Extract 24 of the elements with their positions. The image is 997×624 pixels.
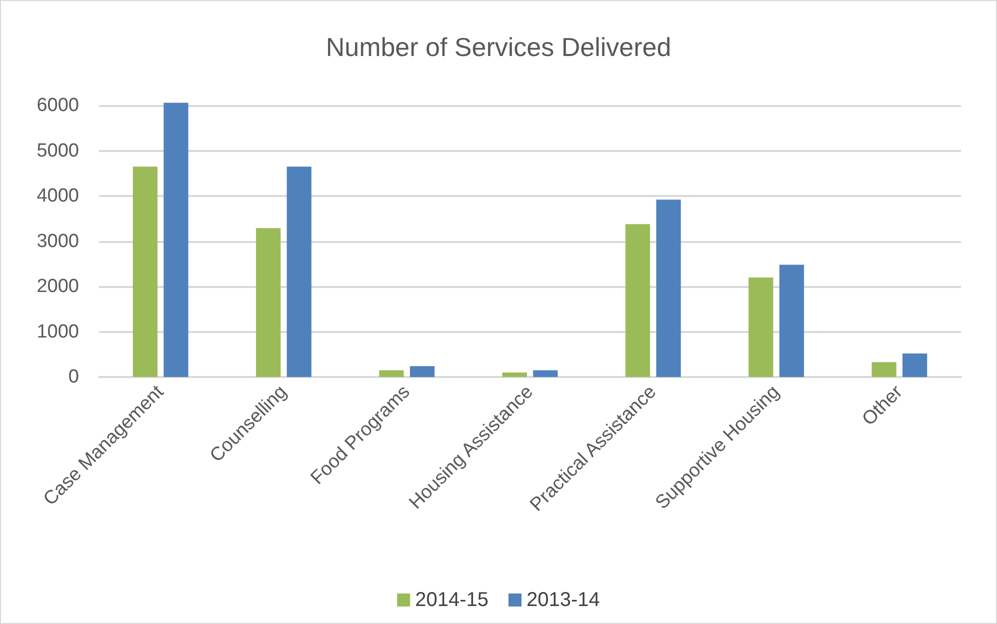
bar <box>872 362 896 377</box>
bar <box>256 228 281 377</box>
y-tick-label: 3000 <box>36 230 79 252</box>
bar <box>379 370 404 377</box>
bar <box>502 372 527 377</box>
bar <box>902 353 928 377</box>
bar <box>779 264 804 377</box>
bar <box>748 277 774 377</box>
y-tick-label: 5000 <box>36 140 79 162</box>
legend-label: 2013-14 <box>526 589 600 611</box>
bar <box>410 366 435 377</box>
y-tick-label: 6000 <box>36 95 79 116</box>
y-tick-label: 4000 <box>36 186 79 207</box>
bar <box>132 166 158 377</box>
bar <box>533 370 558 377</box>
bar <box>164 102 188 377</box>
y-tick-label: 2000 <box>36 276 79 298</box>
chart-title: Number of Services Delivered <box>326 32 672 62</box>
legend-label: 2014-15 <box>415 589 489 611</box>
bar <box>625 224 650 377</box>
bar <box>656 200 681 377</box>
bar <box>286 166 312 377</box>
y-tick-label: 0 <box>68 366 79 388</box>
y-tick-label: 1000 <box>36 321 79 342</box>
